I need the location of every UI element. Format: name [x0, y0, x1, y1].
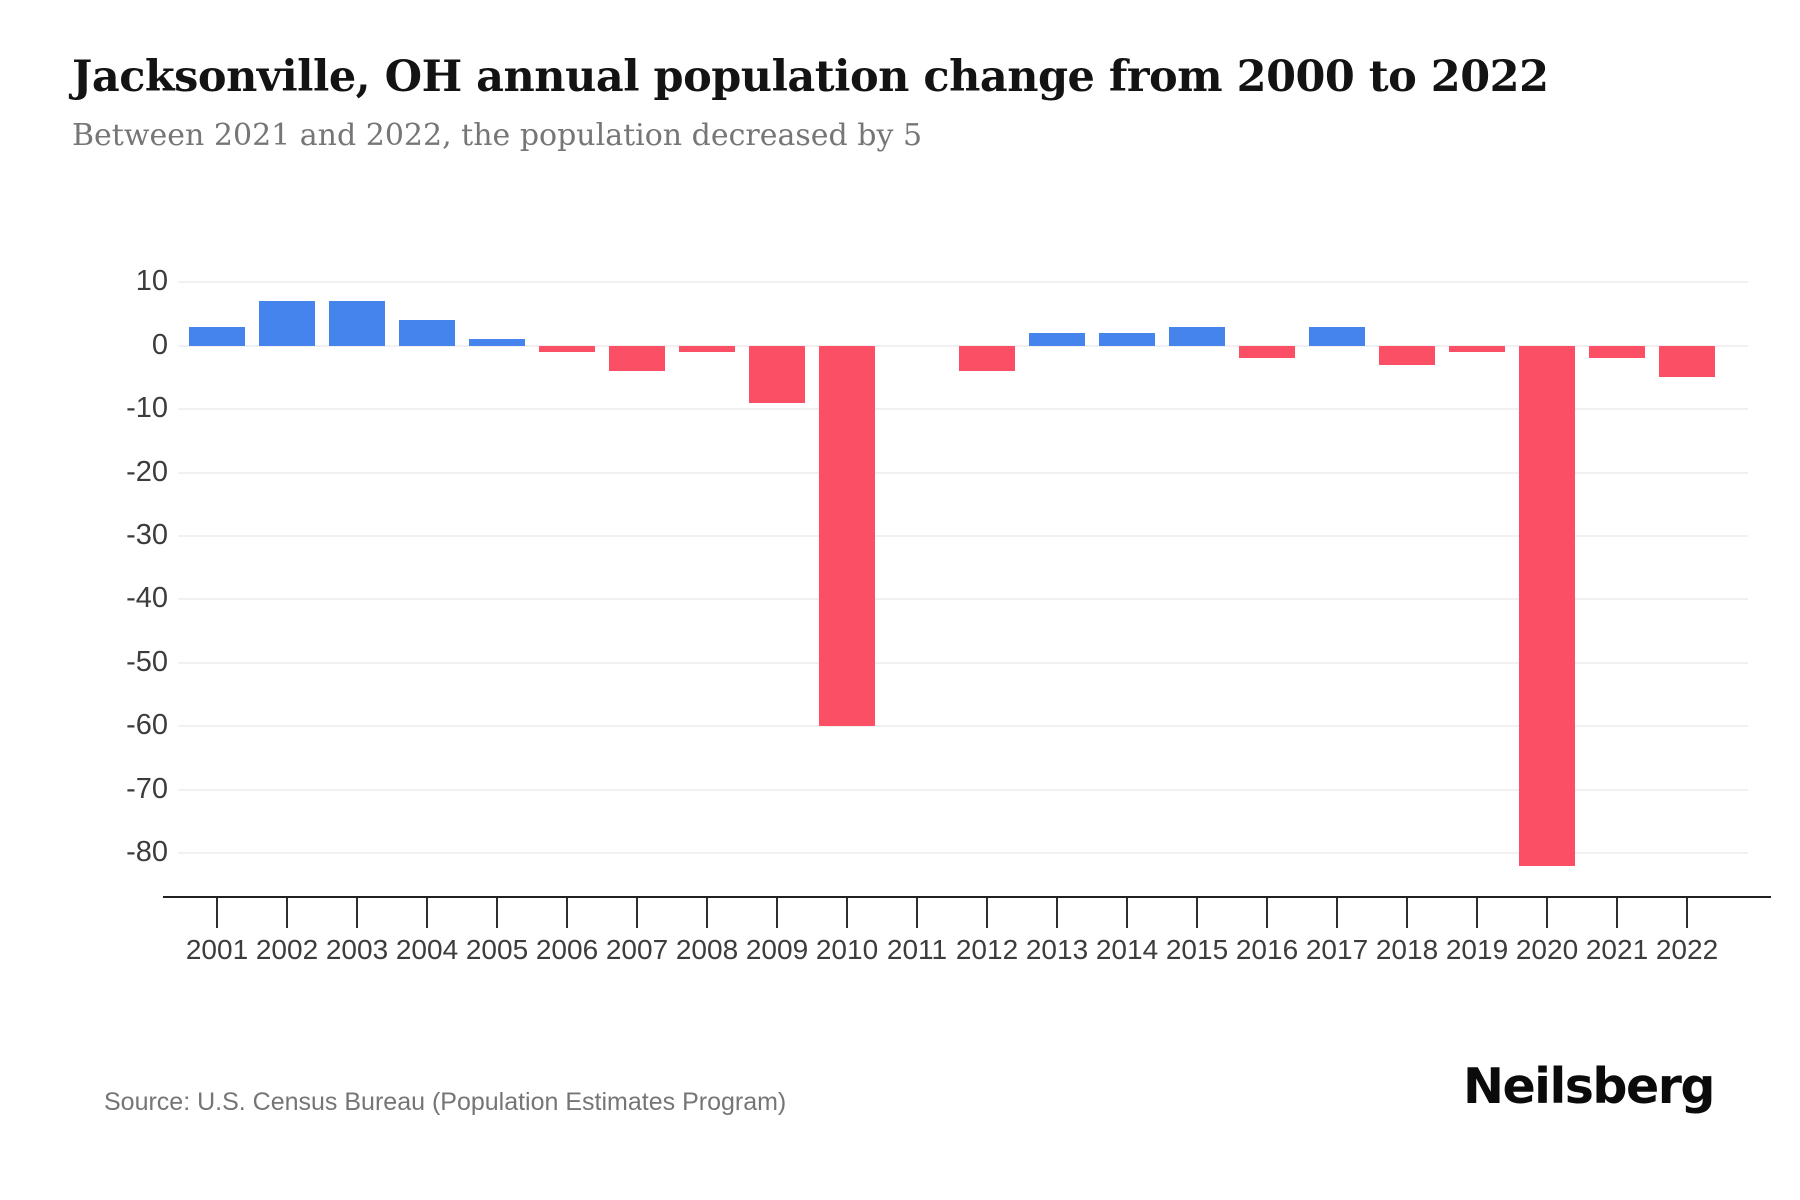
x-axis-label-2021: 2021	[1585, 934, 1649, 965]
x-axis-label-2016: 2016	[1235, 934, 1299, 965]
y-axis-tick-label: -70	[126, 772, 168, 805]
x-axis-label-2008: 2008	[675, 934, 739, 965]
bar-2012[interactable]	[959, 345, 1015, 372]
x-axis-label-2007: 2007	[605, 934, 669, 965]
bar-2007[interactable]	[609, 345, 665, 372]
x-axis-tick	[1056, 898, 1058, 928]
gridline--40	[178, 598, 1748, 601]
x-axis-tick	[1196, 898, 1198, 928]
x-axis-tick	[636, 898, 638, 928]
bar-2002[interactable]	[259, 301, 315, 346]
x-axis-label-2010: 2010	[815, 934, 879, 965]
bar-2004[interactable]	[399, 320, 455, 346]
x-axis-label-2020: 2020	[1515, 934, 1579, 965]
gridline--30	[178, 534, 1748, 537]
gridline--60	[178, 725, 1748, 728]
x-axis-tick	[986, 898, 988, 928]
bar-2019[interactable]	[1449, 345, 1505, 353]
y-axis-tick-label: -50	[126, 645, 168, 678]
y-axis-tick-label: -80	[126, 835, 168, 868]
x-axis-tick	[916, 898, 918, 928]
x-axis-tick	[846, 898, 848, 928]
bar-2020[interactable]	[1519, 345, 1575, 866]
bar-2016[interactable]	[1239, 345, 1295, 359]
bar-2009[interactable]	[749, 345, 805, 403]
population-change-bar-chart: 10 0 -10 -20 -30 -40 -50 -60 -70 -80 2001 2002 2003 2…	[126, 265, 1771, 965]
x-axis-label-2006: 2006	[535, 934, 599, 965]
x-axis-line	[163, 896, 1771, 898]
x-axis-tick	[1406, 898, 1408, 928]
x-axis-tick	[1266, 898, 1268, 928]
x-axis-tick	[1546, 898, 1548, 928]
x-axis-label-2002: 2002	[255, 934, 319, 965]
x-axis-label-2009: 2009	[745, 934, 809, 965]
bar-2005[interactable]	[469, 339, 525, 346]
x-axis-tick	[1126, 898, 1128, 928]
x-axis-tick	[1686, 898, 1688, 928]
x-axis-label-2018: 2018	[1375, 934, 1439, 965]
y-axis-tick-label: -60	[126, 708, 168, 741]
gridline-10	[178, 281, 1748, 284]
x-axis-label-2003: 2003	[325, 934, 389, 965]
bar-2013[interactable]	[1029, 333, 1085, 346]
y-axis-tick-label: -40	[126, 582, 168, 615]
x-axis-tick	[496, 898, 498, 928]
y-axis-tick-label: 0	[151, 328, 168, 361]
x-axis-label-2005: 2005	[465, 934, 529, 965]
y-axis-tick-label: -30	[126, 518, 168, 551]
bar-2006[interactable]	[539, 345, 595, 353]
x-axis-label-2011: 2011	[886, 934, 948, 965]
gridline--80	[178, 851, 1748, 854]
x-axis-tick	[1336, 898, 1338, 928]
chart-title: Jacksonville, OH annual population chang…	[72, 52, 1549, 102]
x-axis-tick	[1616, 898, 1618, 928]
x-axis-label-2001: 2001	[185, 934, 249, 965]
gridline--70	[178, 788, 1748, 791]
y-axis-tick-label: -20	[126, 455, 168, 488]
x-axis-label-2019: 2019	[1445, 934, 1509, 965]
bar-2010[interactable]	[819, 345, 875, 727]
x-axis-label-2012: 2012	[955, 934, 1019, 965]
x-axis-tick	[566, 898, 568, 928]
bar-2017[interactable]	[1309, 326, 1365, 346]
bar-2021[interactable]	[1589, 345, 1645, 359]
chart-subtitle: Between 2021 and 2022, the population de…	[72, 118, 923, 153]
bar-2008[interactable]	[679, 345, 735, 353]
x-axis-label-2022: 2022	[1655, 934, 1719, 965]
gridline--10	[178, 408, 1748, 411]
x-axis-tick	[706, 898, 708, 928]
bar-2003[interactable]	[329, 301, 385, 346]
x-axis-label-2013: 2013	[1025, 934, 1089, 965]
source-note: Source: U.S. Census Bureau (Population E…	[104, 1088, 787, 1116]
y-axis-tick-label: 10	[135, 265, 168, 298]
x-axis-label-2017: 2017	[1305, 934, 1369, 965]
gridline--20	[178, 471, 1748, 474]
x-axis-label-2014: 2014	[1095, 934, 1159, 965]
neilsberg-logo: Neilsberg	[1462, 1058, 1716, 1115]
bar-2014[interactable]	[1099, 333, 1155, 346]
x-axis-tick	[286, 898, 288, 928]
bar-2001[interactable]	[189, 326, 245, 346]
bar-2018[interactable]	[1379, 345, 1435, 365]
gridline--50	[178, 661, 1748, 664]
x-axis-tick	[426, 898, 428, 928]
bar-2022[interactable]	[1659, 345, 1715, 378]
y-axis-tick-label: -10	[126, 391, 168, 424]
x-axis-tick	[356, 898, 358, 928]
x-axis-tick	[776, 898, 778, 928]
x-axis-label-2015: 2015	[1165, 934, 1229, 965]
x-axis-tick	[1476, 898, 1478, 928]
x-axis-tick	[216, 898, 218, 928]
bar-2015[interactable]	[1169, 326, 1225, 346]
x-axis-label-2004: 2004	[395, 934, 459, 965]
